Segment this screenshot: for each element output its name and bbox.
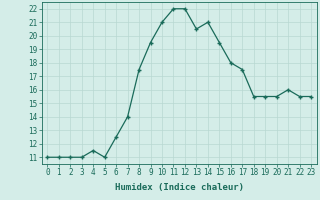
X-axis label: Humidex (Indice chaleur): Humidex (Indice chaleur) bbox=[115, 183, 244, 192]
